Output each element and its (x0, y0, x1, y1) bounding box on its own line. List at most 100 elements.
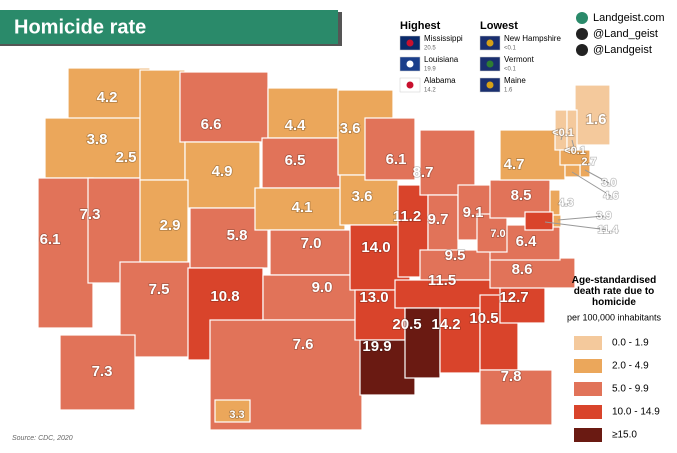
title: Homicide rate (14, 16, 146, 38)
state-value: 10.5 (469, 310, 498, 327)
state (499, 284, 546, 324)
legend-title: Age-standardised death rate due to homicid… (572, 275, 656, 308)
state-value: 11.5 (428, 272, 456, 289)
state-value: 4.9 (212, 163, 233, 180)
state-value: 7.0 (301, 235, 322, 252)
state-name: Vermont (504, 55, 535, 64)
state (254, 187, 346, 231)
state-value: 19.9 (362, 338, 391, 355)
state-value: 5.8 (227, 227, 248, 244)
state-rate: <0.1 (504, 46, 517, 52)
state (179, 71, 269, 143)
state (59, 334, 136, 411)
state-value: 3.6 (340, 120, 361, 137)
state-value: 3.6 (352, 188, 373, 205)
state-value: 4.4 (285, 117, 307, 134)
social-handle: Landgeist.com (593, 12, 665, 24)
state-value: 13.0 (359, 289, 388, 306)
state-value: 9.1 (463, 204, 484, 221)
legend-swatch (574, 382, 602, 396)
state-value: 3.8 (87, 131, 108, 148)
legend-label: 10.0 - 14.9 (612, 407, 660, 418)
state-value: <0.1 (564, 145, 586, 157)
state-value: 6.5 (285, 152, 306, 169)
state-value: 8.7 (413, 164, 434, 181)
flag-emblem (406, 60, 414, 68)
title-bar (0, 10, 338, 44)
state-value: 8.6 (512, 261, 533, 278)
state-name: New Hampshire (504, 34, 561, 43)
state-rate: 14.2 (424, 88, 436, 94)
leader-line (571, 171, 612, 197)
state-value: 7.8 (501, 368, 522, 385)
state (364, 117, 416, 181)
state-value: 6.4 (516, 233, 538, 250)
legend-swatch (574, 428, 602, 442)
state-value: 7.5 (149, 281, 170, 298)
state (139, 69, 186, 181)
state-value: 8.5 (511, 187, 532, 204)
state-value: 14.0 (361, 239, 390, 256)
state-value: 11.4 (598, 224, 620, 236)
state-value: 4.2 (97, 89, 118, 106)
state-value: 3.9 (596, 210, 611, 222)
flag-emblem (486, 81, 494, 89)
state-value: 4.7 (504, 156, 525, 173)
leader-line (557, 215, 605, 221)
leader-line (544, 221, 609, 231)
social-handle: @Land_geist (593, 28, 658, 40)
legend-subtitle: per 100,000 inhabitants (567, 312, 662, 322)
state (476, 213, 508, 253)
state (214, 399, 251, 423)
legend-label: 0.0 - 1.9 (612, 338, 649, 349)
state-value: 14.2 (431, 316, 460, 333)
state-value: 4.1 (292, 199, 313, 216)
state-value: 7.3 (92, 363, 113, 380)
state-value: 10.8 (210, 288, 239, 305)
state (479, 369, 553, 426)
legend-swatch (574, 359, 602, 373)
state (37, 177, 94, 329)
state (262, 274, 366, 321)
state-value: 3.3 (229, 409, 244, 421)
state (439, 307, 481, 374)
flag-emblem (486, 60, 494, 68)
state-name: Maine (504, 76, 526, 85)
state-value: 2.7 (581, 156, 596, 168)
ranking-title: Highest (400, 20, 441, 32)
state-value: 6.1 (386, 151, 407, 168)
legend-label: 2.0 - 4.9 (612, 361, 649, 372)
state-rate: <0.1 (504, 67, 517, 73)
state-value: 4.3 (558, 197, 573, 209)
state-value: 11.2 (393, 208, 421, 225)
state (489, 257, 576, 289)
state-value: 20.5 (392, 316, 421, 333)
leader-line (560, 132, 564, 141)
flag-emblem (486, 39, 494, 47)
state-value: 6.1 (40, 231, 61, 248)
social-handle: @Landgeist (593, 44, 652, 56)
state (564, 164, 581, 178)
state (184, 141, 261, 209)
legend-label: 5.0 - 9.9 (612, 384, 649, 395)
state-value: <0.1 (552, 127, 574, 139)
state-value: 2.9 (160, 217, 181, 234)
leader-line (584, 169, 610, 184)
state (139, 179, 189, 263)
state-rate: 1.6 (504, 88, 513, 94)
leader-line (571, 139, 576, 152)
state-value: 1.6 (586, 111, 607, 128)
state-value: 9.7 (428, 211, 449, 228)
state (419, 129, 476, 196)
state (269, 229, 359, 276)
state-value: 2.5 (116, 149, 137, 166)
state-value: 7.6 (293, 336, 314, 353)
state-rate: 19.9 (424, 67, 436, 73)
legend-swatch (574, 405, 602, 419)
state-value: 6.6 (201, 116, 222, 133)
state-name: Mississippi (424, 34, 463, 43)
state-value: 12.7 (499, 289, 528, 306)
state-name: Alabama (424, 76, 456, 85)
ranking-title: Lowest (480, 20, 518, 32)
flag-emblem (406, 39, 414, 47)
